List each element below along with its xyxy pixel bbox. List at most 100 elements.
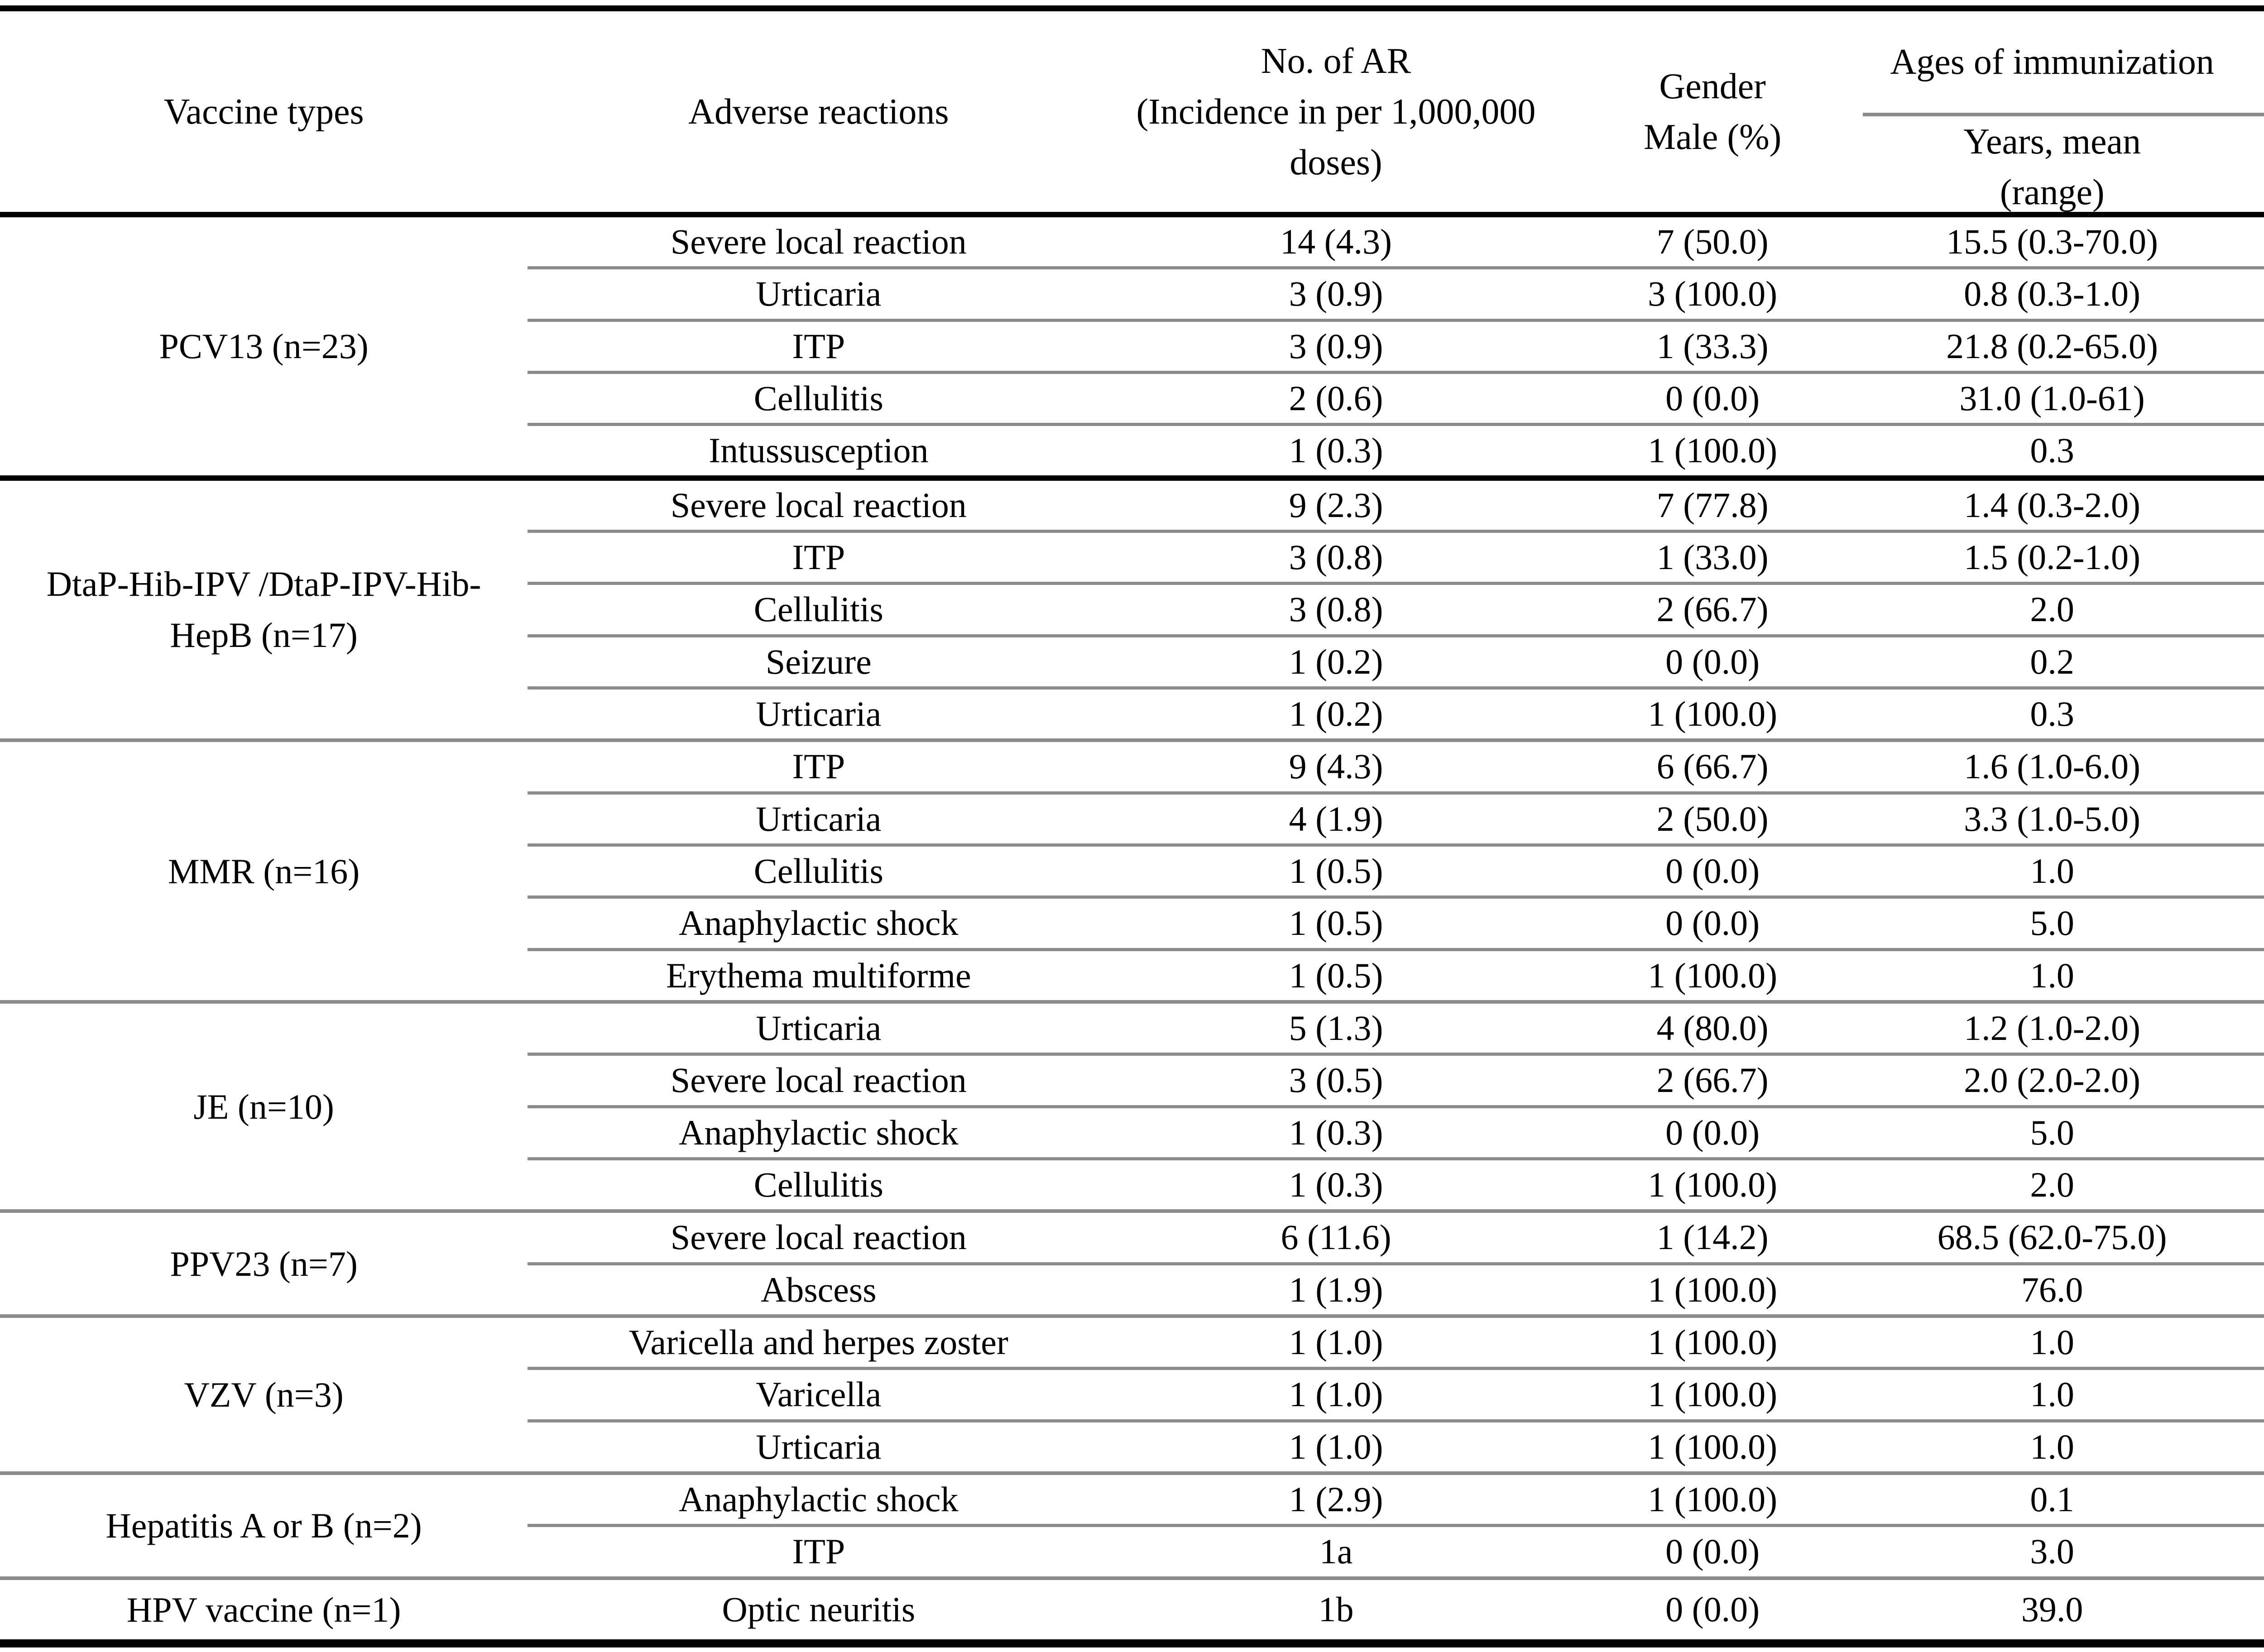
days-onset-cell: <1.0 [2242,637,2264,686]
header-years-mean-range: Years, mean (range) [1963,122,2141,212]
days-onset-cell: 14.2±6.9 (14.0, 6.0-24.0) [2242,742,2264,791]
adverse-reaction-cell: Urticaria [756,274,882,314]
vaccine-group: MMR (n=16) ITP 9 (4.3) 6 (66.7) 1.6 (1.0-6.0… [0,738,2264,1000]
days-onset-cell: <1.0 [2242,1265,2264,1314]
age-immunization-cell: 0.1 [2030,1480,2074,1519]
adverse-reaction-cell: Varicella [756,1374,882,1414]
group-rows: Optic neuritis 1b 0 (0.0) 39.0 30.0 [528,1580,2264,1639]
vaccine-group: VZV (n=3) Varicella and herpes zoster 1 (1… [0,1314,2264,1471]
no-ar-cell: 1b [1318,1590,1354,1629]
age-immunization-cell: 76.0 [2021,1269,2083,1309]
gender-male-cell: 7 (77.8) [1656,485,1769,525]
days-onset-cell: 30.0 [2242,1580,2264,1639]
age-immunization-cell: 0.3 [2030,694,2074,734]
vaccine-type-cell: PPV23 (n=7) [170,1244,358,1283]
adverse-reaction-cell: ITP [792,747,845,786]
group-rows: Varicella and herpes zoster 1 (1.0) 1 (100… [528,1318,2264,1471]
days-onset-cell: 1.4±1.6 (1,0.5-5) [2242,217,2264,266]
table-row: Optic neuritis 1b 0 (0.0) 39.0 30.0 [528,1580,2264,1639]
days-onset-cell: 19.0±15.7 (26, 1-30) [2242,533,2264,582]
table-row: Anaphylactic shock 1 (0.3) 0 (0.0) 5.0 <1.0 [528,1105,2264,1157]
gender-male-cell: 0 (0.0) [1665,1590,1760,1629]
no-ar-cell: 6 (11.6) [1281,1217,1391,1257]
age-immunization-cell: 68.5 (62.0-75.0) [1937,1217,2167,1257]
adverse-reaction-cell: Optic neuritis [722,1590,916,1629]
adverse-reaction-cell: Cellulitis [753,589,883,629]
no-ar-cell: 1 (0.5) [1289,851,1383,891]
table-row: Urticaria 1 (0.2) 1 (100.0) 0.3 <1.0 [528,686,2264,738]
gender-male-cell: 3 (100.0) [1648,274,1778,314]
table-row: Urticaria 5 (1.3) 4 (80.0) 1.2 (1.0-2.0) 1.7… [528,1004,2264,1053]
gender-male-cell: 1 (14.2) [1656,1217,1769,1257]
header-vaccine-types: Vaccine types [163,91,364,132]
days-onset-cell: 6.0 [2242,1370,2264,1419]
adverse-reaction-cell: Erythema multiforme [666,955,971,995]
no-ar-cell: 1 (0.2) [1289,694,1383,734]
gender-male-cell: 1 (100.0) [1648,1480,1778,1519]
header-no-of-ar: No. of AR (Incidence in per 1,000,000 do… [1136,41,1536,182]
no-ar-cell: 3 (0.5) [1289,1060,1383,1100]
adverse-reactions-table: Vaccine types Adverse reactions No. of A… [0,5,2264,1647]
header-adverse-reactions: Adverse reactions [688,91,949,132]
vaccine-group: PPV23 (n=7) Severe local reaction 6 (11.6)… [0,1209,2264,1314]
header-two-level-group: Ages of immunization Days between immuni… [1862,11,2264,212]
table-row: ITP 3 (0.9) 1 (33.3) 21.8 (0.2-65.0) 17.7±11… [528,318,2264,371]
adverse-reaction-cell: Urticaria [756,1008,882,1048]
adverse-reaction-cell: Abscess [761,1269,877,1309]
adverse-reaction-cell: Severe local reaction [670,222,967,262]
vaccine-type-cell: DtaP-Hib-IPV /DtaP-IPV-Hib- HepB (n=17) [46,564,481,655]
adverse-reaction-cell: Anaphylactic shock [679,1112,959,1152]
age-immunization-cell: 1.0 [2030,955,2074,995]
age-immunization-cell: 3.3 (1.0-5.0) [1964,799,2141,838]
adverse-reaction-cell: Cellulitis [753,851,883,891]
days-onset-cell: 2.0 [2242,1160,2264,1209]
table-row: Urticaria 3 (0.9) 3 (100.0) 0.8 (0.3-1.0) 1.… [528,266,2264,318]
age-immunization-cell: 39.0 [2021,1590,2083,1629]
table-row: Urticaria 4 (1.9) 2 (50.0) 3.3 (1.0-5.0) 1.1… [528,791,2264,843]
table-row: Cellulitis 2 (0.6) 0 (0.0) 31.0 (1.0-61) <1.… [528,370,2264,423]
no-ar-cell: 1 (2.9) [1289,1480,1383,1519]
header-days-between-immunization: Days between immunization and AR onset [2242,11,2264,113]
gender-male-cell: 1 (100.0) [1648,1322,1778,1362]
age-immunization-cell: 3.0 [2030,1532,2074,1571]
age-immunization-cell: 21.8 (0.2-65.0) [1946,326,2158,366]
no-ar-cell: 9 (2.3) [1289,485,1383,525]
group-rows: ITP 9 (4.3) 6 (66.7) 1.6 (1.0-6.0) 14.2±6.9 … [528,742,2264,1000]
age-immunization-cell: 1.0 [2030,851,2074,891]
gender-male-cell: 0 (0.0) [1665,642,1760,681]
no-ar-cell: 9 (4.3) [1289,747,1383,786]
table-row: Severe local reaction 6 (11.6) 1 (14.2) 68.… [528,1213,2264,1262]
age-immunization-cell: 5.0 [2030,1112,2074,1152]
adverse-reaction-cell: Urticaria [756,694,882,734]
header-subheader-row: Years, mean (range) mean ± standard devi… [1863,116,2264,218]
vaccine-group: PCV13 (n=23) Severe local reaction 14 (4.3… [0,217,2264,475]
days-onset-cell: 4.0 [2242,951,2264,1000]
age-immunization-cell: 2.0 [2030,589,2074,629]
days-onset-cell: <1.0 [2242,899,2264,948]
days-onset-cell: 60.0 [2242,1318,2264,1367]
days-onset-cell: 1.7±1.9 (1.0, 0.5-5.0) [2242,1004,2264,1053]
adverse-reaction-cell: ITP [792,326,845,366]
table-row: Urticaria 1 (1.0) 1 (100.0) 1.0 3.0 [528,1419,2264,1471]
no-ar-cell: 5 (1.3) [1289,1008,1383,1048]
no-ar-cell: 3 (0.9) [1289,274,1383,314]
table-row: Anaphylactic shock 1 (0.5) 0 (0.0) 5.0 <1.0 [528,895,2264,948]
age-immunization-cell: 15.5 (0.3-70.0) [1946,222,2158,262]
adverse-reaction-cell: Intussusception [709,431,929,470]
gender-male-cell: 1 (33.0) [1656,537,1769,577]
table-row: ITP 9 (4.3) 6 (66.7) 1.6 (1.0-6.0) 14.2±6.9 … [528,742,2264,791]
no-ar-cell: 1 (0.3) [1289,1112,1383,1152]
gender-male-cell: 1 (100.0) [1648,694,1778,734]
gender-male-cell: 0 (0.0) [1665,903,1760,943]
gender-male-cell: 4 (80.0) [1656,1008,1769,1048]
table-row: Severe local reaction 14 (4.3) 7 (50.0) 15.… [528,217,2264,266]
group-rows: Severe local reaction 14 (4.3) 7 (50.0) 15.… [528,217,2264,475]
table-row: ITP 1a 0 (0.0) 3.0 <1.0 [528,1524,2264,1576]
group-rows: Severe local reaction 9 (2.3) 7 (77.8) 1.4 … [528,481,2264,739]
vaccine-type-cell: JE (n=10) [193,1087,334,1126]
no-ar-cell: 1 (1.0) [1289,1374,1383,1414]
gender-male-cell: 1 (100.0) [1648,1427,1778,1466]
age-immunization-cell: 1.4 (0.3-2.0) [1964,485,2141,525]
gender-male-cell: 1 (33.3) [1656,326,1769,366]
